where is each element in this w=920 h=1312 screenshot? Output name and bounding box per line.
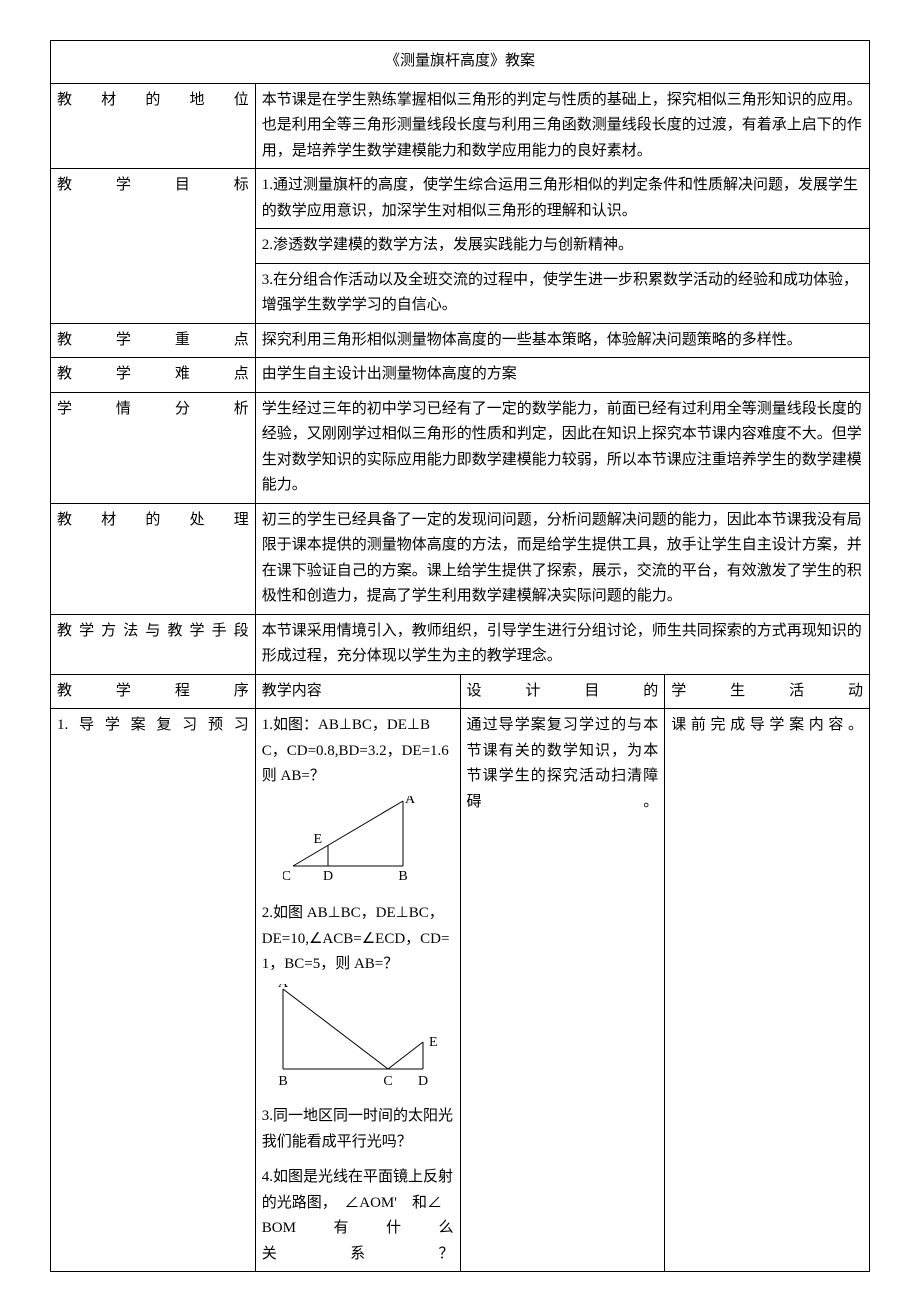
svg-text:D: D — [323, 869, 333, 884]
svg-text:C: C — [283, 869, 291, 884]
spacer — [262, 1155, 454, 1165]
svg-text:E: E — [429, 1035, 438, 1050]
svg-text:A: A — [405, 796, 416, 807]
row-label: 教材的地位 — [51, 83, 256, 169]
student-activity: 课前完成导学案内容。 — [665, 709, 870, 1272]
row-content: 本节课采用情境引入，教师组织，引导学生进行分组讨论，师生共同探索的方式再现知识的… — [255, 614, 869, 674]
design-purpose: 通过导学案复习学过的与本节课有关的数学知识，为本节课学生的探究活动扫清障碍。 — [460, 709, 665, 1272]
row-content: 探究利用三角形相似测量物体高度的一些基本策略，体验解决问题策略的多样性。 — [255, 323, 869, 358]
row-content: 2.渗透数学建模的数学方法，发展实践能力与创新精神。 — [255, 229, 869, 264]
svg-text:B: B — [398, 869, 407, 884]
header-col4: 学生活动 — [665, 674, 870, 709]
doc-title: 《测量旗杆高度》教案 — [51, 41, 870, 84]
row-content: 由学生自主设计出测量物体高度的方案 — [255, 358, 869, 393]
question-4a: 4.如图是光线在平面镜上反射的光路图， ∠AOM' 和∠ — [262, 1165, 454, 1216]
row-content: 初三的学生已经具备了一定的发现问问题，分析问题解决问题的能力，因此本节课我没有局… — [255, 503, 869, 614]
question-2: 2.如图 AB⊥BC，DE⊥BC，DE=10,∠ACB=∠ECD，CD=1，BC… — [262, 901, 454, 978]
row-content: 本节课是在学生熟练掌握相似三角形的判定与性质的基础上，探究相似三角形知识的应用。… — [255, 83, 869, 169]
row-content: 学生经过三年的初中学习已经有了一定的数学能力，前面已经有过利用全等测量线段长度的… — [255, 392, 869, 503]
program-step-label: 1.导学案复习预习 — [51, 709, 256, 1272]
row-label: 学情分析 — [51, 392, 256, 503]
question-1: 1.如图：AB⊥BC，DE⊥BC，CD=0.8,BD=3.2，DE=1.6 则 … — [262, 713, 454, 790]
row-label: 教学难点 — [51, 358, 256, 393]
row-content: 3.在分组合作活动以及全班交流的过程中，使学生进一步积累数学活动的经验和成功体验… — [255, 263, 869, 323]
header-col3: 设计目的 — [460, 674, 665, 709]
row-content: 1.通过测量旗杆的高度，使学生综合运用三角形相似的判定条件和性质解决问题，发展学… — [255, 169, 869, 229]
svg-text:C: C — [383, 1074, 392, 1089]
question-4b: BOM 有 什 么 关 系 ？ — [262, 1216, 454, 1267]
header-col1: 教学程序 — [51, 674, 256, 709]
svg-text:E: E — [313, 832, 322, 847]
row-label: 教学重点 — [51, 323, 256, 358]
svg-text:D: D — [418, 1074, 428, 1089]
question-3: 3.同一地区同一时间的太阳光我们能看成平行光吗？ — [262, 1104, 454, 1155]
svg-text:A: A — [278, 984, 289, 991]
row-label: 教学目标 — [51, 169, 256, 324]
row-label: 教材的处理 — [51, 503, 256, 614]
diagram-1: A B C D E — [262, 796, 454, 896]
svg-text:B: B — [278, 1074, 287, 1089]
header-col2: 教学内容 — [255, 674, 460, 709]
program-step-content: 1.如图：AB⊥BC，DE⊥BC，CD=0.8,BD=3.2，DE=1.6 则 … — [255, 709, 460, 1272]
row-label: 教学方法与教学手段 — [51, 614, 256, 674]
diagram-2: A B C D E — [262, 984, 454, 1099]
